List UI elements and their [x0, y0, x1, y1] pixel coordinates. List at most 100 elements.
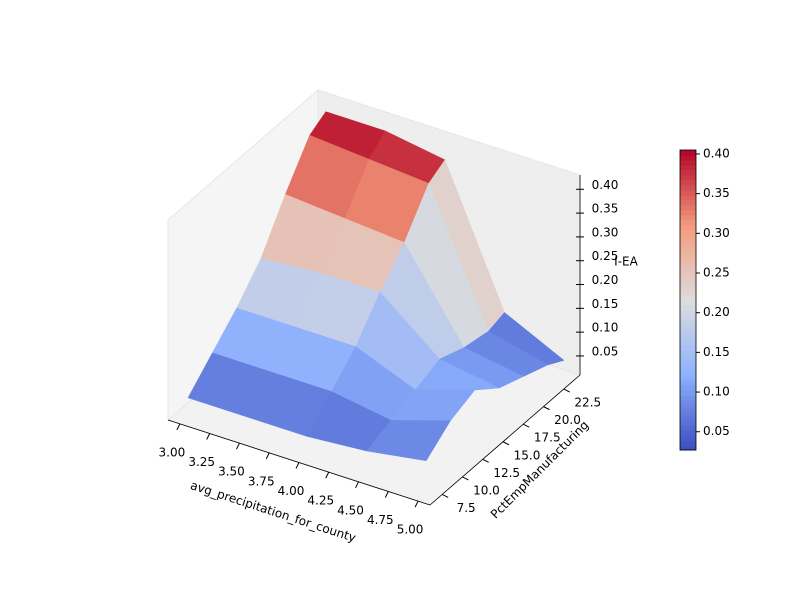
surface-face — [366, 420, 451, 462]
colorbar-segment — [680, 395, 696, 401]
colorbar-segment — [680, 400, 696, 406]
colorbar-segment — [680, 285, 696, 291]
colorbar-segment — [680, 305, 696, 311]
colorbar-segment — [680, 315, 696, 321]
colorbar-segment — [680, 260, 696, 266]
x-tick-label: 5.00 — [397, 523, 424, 537]
colorbar-tick-label: 0.35 — [703, 186, 730, 200]
y-tick-label: 17.5 — [534, 431, 561, 445]
colorbar-segment — [680, 425, 696, 431]
colorbar-segment — [680, 155, 696, 161]
colorbar-segment — [680, 225, 696, 231]
z-axis-label: I-EA — [614, 255, 638, 269]
x-tick-label: 4.50 — [337, 503, 364, 517]
colorbar-segment — [680, 335, 696, 341]
y-axis-line — [429, 374, 581, 506]
colorbar-segment — [680, 205, 696, 211]
colorbar-segment — [680, 370, 696, 376]
colorbar-segment — [680, 345, 696, 351]
colorbar-segment — [680, 355, 696, 361]
colorbar-segment — [680, 220, 696, 226]
colorbar-segment — [680, 195, 696, 201]
x-tick-label: 4.00 — [278, 484, 305, 498]
colorbar-segment — [680, 310, 696, 316]
z-tick-label: 0.20 — [592, 273, 619, 287]
colorbar-segment — [680, 380, 696, 386]
x-tick — [206, 433, 211, 440]
colorbar-segment — [680, 210, 696, 216]
y-tick-label: 12.5 — [493, 466, 520, 480]
x-tick-label: 4.75 — [367, 513, 394, 527]
colorbar-segment — [680, 280, 696, 286]
colorbar-segment — [680, 445, 696, 451]
colorbar-segment — [680, 245, 696, 251]
colorbar-segment — [680, 415, 696, 421]
y-tick-label: 22.5 — [574, 396, 601, 410]
y-tick — [441, 494, 449, 498]
colorbar-tick-label: 0.25 — [703, 266, 730, 280]
x-tick — [265, 452, 270, 460]
colorbar-segment — [680, 165, 696, 171]
colorbar-segment — [680, 150, 696, 156]
z-tick-label: 0.30 — [592, 225, 619, 239]
colorbar-tick-label: 0.40 — [703, 146, 730, 160]
colorbar-segment — [680, 330, 696, 336]
x-tick — [325, 471, 330, 479]
colorbar-segment — [680, 435, 696, 441]
colorbar-segment — [680, 385, 696, 391]
colorbar-segment — [680, 200, 696, 206]
colorbar-segment — [680, 270, 696, 276]
x-tick-label: 3.00 — [159, 445, 186, 459]
y-tick-label: 7.5 — [457, 501, 476, 515]
x-tick — [176, 423, 181, 431]
y-tick-label: 10.0 — [473, 483, 500, 497]
colorbar-segment — [680, 265, 696, 271]
colorbar-segment — [680, 275, 696, 281]
colorbar-segment — [680, 340, 696, 346]
y-tick — [543, 406, 550, 411]
y-tick-label: 15.0 — [514, 448, 541, 462]
colorbar-segment — [680, 420, 696, 426]
y-tick — [462, 476, 469, 481]
x-tick — [295, 462, 300, 469]
colorbar-segment — [680, 175, 696, 181]
colorbar-tick-label: 0.10 — [703, 385, 730, 399]
z-tick-label: 0.40 — [592, 178, 619, 192]
colorbar-segment — [680, 290, 696, 296]
colorbar-segment — [680, 300, 696, 306]
colorbar-segment — [680, 405, 696, 411]
x-tick — [236, 442, 240, 450]
colorbar-segment — [680, 215, 696, 221]
colorbar-tick-label: 0.30 — [703, 226, 730, 240]
colorbar-segment — [680, 180, 696, 186]
y-tick — [502, 441, 510, 446]
z-tick-label: 0.10 — [592, 321, 619, 335]
colorbar-segment — [680, 410, 696, 416]
colorbar-segment — [680, 440, 696, 446]
y-tick — [482, 458, 489, 463]
z-tick-label: 0.15 — [592, 297, 619, 311]
colorbar-segment — [680, 240, 696, 246]
x-tick-label: 3.75 — [248, 474, 275, 488]
colorbar-segment — [680, 350, 696, 356]
colorbar-segment — [680, 235, 696, 241]
x-tick — [384, 491, 389, 498]
colorbar-segment — [680, 295, 696, 301]
colorbar-segment — [680, 375, 696, 381]
colorbar-segment — [680, 250, 696, 256]
colorbar-segment — [680, 365, 696, 371]
y-tick-label: 20.0 — [554, 413, 581, 427]
x-tick-label: 3.25 — [188, 455, 215, 469]
y-tick — [523, 423, 530, 428]
colorbar-segment — [680, 170, 696, 176]
colorbar-segment — [680, 160, 696, 166]
colorbar-segment — [680, 430, 696, 436]
colorbar-frame — [679, 149, 697, 451]
colorbar-segment — [680, 390, 696, 396]
colorbar-segment — [680, 230, 696, 236]
z-tick-label: 0.35 — [592, 202, 619, 216]
colorbar-segment — [680, 185, 696, 191]
colorbar-segment — [680, 255, 696, 261]
colorbar-tick-label: 0.20 — [703, 305, 730, 319]
